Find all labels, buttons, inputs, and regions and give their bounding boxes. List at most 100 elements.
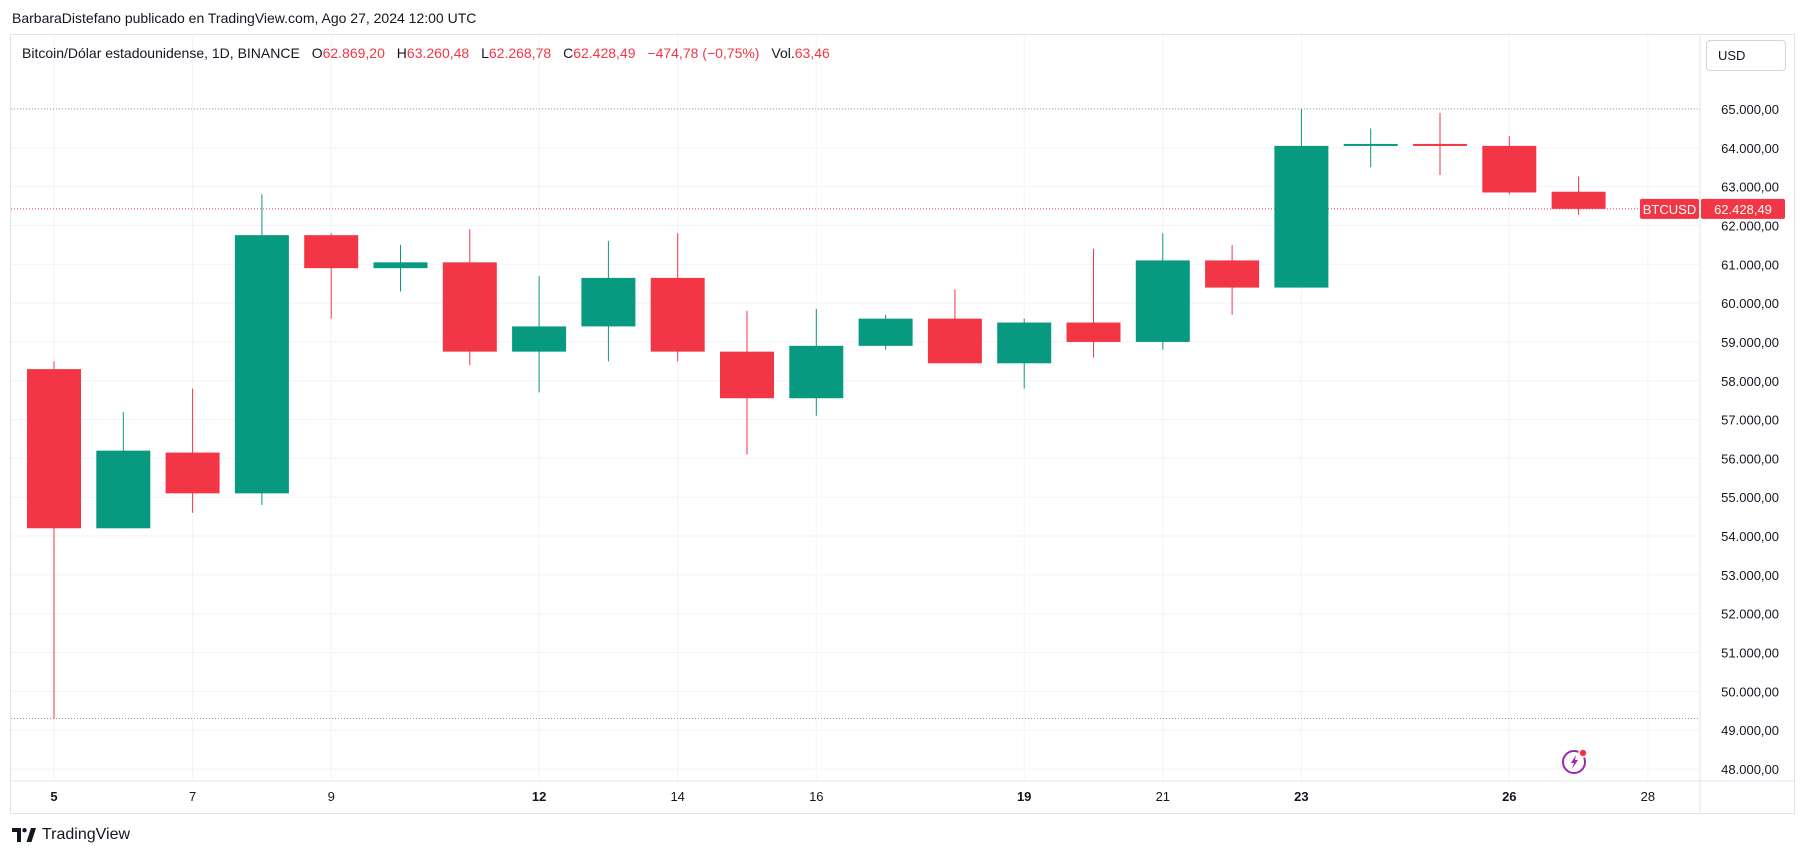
last-price-tag-bg xyxy=(1701,198,1785,219)
candle-body xyxy=(1274,145,1329,288)
publish-info: BarbaraDistefano publicado en TradingVie… xyxy=(12,10,477,26)
x-tick-label: 19 xyxy=(1017,789,1031,804)
price-axis: 65.000,00 64.000,00 63.000,00 62.000,00 61.0… xyxy=(1721,102,1779,777)
symbol-tag-text: BTCUSD xyxy=(1643,202,1696,217)
y-tick-label: 60.000,00 xyxy=(1721,296,1779,311)
y-tick-label: 61.000,00 xyxy=(1721,257,1779,272)
y-tick-label: 64.000,00 xyxy=(1721,141,1779,156)
y-tick-label: 53.000,00 xyxy=(1721,568,1779,583)
symbol-legend: Bitcoin/Dólar estadounidense, 1D, BINANC… xyxy=(22,45,830,61)
y-tick-label: 48.000,00 xyxy=(1721,762,1779,777)
candle xyxy=(373,244,428,292)
y-tick-label: 62.000,00 xyxy=(1721,218,1779,233)
x-tick-label: 21 xyxy=(1156,789,1170,804)
candle-body xyxy=(650,277,705,352)
y-tick-label: 56.000,00 xyxy=(1721,451,1779,466)
change-value: −474,78 (−0,75%) xyxy=(647,45,760,61)
candle xyxy=(1413,112,1467,175)
symbol-tag-bg xyxy=(1640,198,1699,219)
tradingview-logo-icon xyxy=(12,828,36,842)
y-tick-label: 63.000,00 xyxy=(1721,180,1779,195)
candle-body xyxy=(96,450,151,529)
open-value: 62.869,20 xyxy=(322,45,385,61)
y-tick-label: 51.000,00 xyxy=(1721,646,1779,661)
x-tick-label: 23 xyxy=(1294,789,1308,804)
candle xyxy=(1135,233,1190,350)
x-tick-label: 12 xyxy=(532,789,546,804)
candle xyxy=(927,289,982,364)
last-price-tags: BTCUSD 62.428,49 xyxy=(1640,198,1785,219)
candle xyxy=(1274,109,1329,288)
candle xyxy=(789,308,844,416)
chart-frame xyxy=(10,34,1795,814)
volume-label: Vol. xyxy=(771,45,795,61)
candle xyxy=(165,388,220,513)
y-tick-label: 55.000,00 xyxy=(1721,490,1779,505)
y-tick-label: 50.000,00 xyxy=(1721,684,1779,699)
candle-body xyxy=(1413,143,1467,146)
y-tick-label: 59.000,00 xyxy=(1721,335,1779,350)
candle xyxy=(858,314,913,350)
candle xyxy=(581,241,636,362)
y-tick-label: 65.000,00 xyxy=(1721,102,1779,117)
symbol-price-tag: BTCUSD xyxy=(1640,198,1699,219)
candle-body xyxy=(512,326,567,352)
candle-body xyxy=(165,452,220,494)
high-label: H xyxy=(396,45,407,61)
close-label: C xyxy=(563,45,574,61)
last-price-tag: 62.428,49 xyxy=(1701,198,1785,219)
candle-body xyxy=(1205,260,1260,288)
y-tick-label: 54.000,00 xyxy=(1721,529,1779,544)
x-tick-label: 14 xyxy=(670,789,684,804)
range-markers xyxy=(11,108,1700,720)
candle xyxy=(1343,128,1398,168)
x-tick-label: 9 xyxy=(328,789,335,804)
currency-selector[interactable]: USD xyxy=(1706,40,1786,71)
candle xyxy=(650,233,705,362)
open-label: O xyxy=(311,45,323,61)
candle-body xyxy=(1482,145,1537,193)
last-price-tag-text: 62.428,49 xyxy=(1714,202,1772,217)
candle-body xyxy=(927,318,982,364)
x-tick-label: 7 xyxy=(189,789,196,804)
x-tick-label: 16 xyxy=(809,789,823,804)
time-axis: 5 7 9 12 14 16 19 21 23 26 28 xyxy=(50,789,1655,804)
close-value: 62.428,49 xyxy=(573,45,636,61)
candles xyxy=(27,109,1606,719)
candle-body xyxy=(720,351,774,399)
y-tick-label: 52.000,00 xyxy=(1721,607,1779,622)
candle-body xyxy=(789,345,844,399)
candle xyxy=(512,275,567,393)
tradingview-logo[interactable]: TradingView xyxy=(12,826,130,844)
volume-value: 63,46 xyxy=(794,45,830,61)
x-tick-label: 5 xyxy=(50,789,57,804)
candle xyxy=(1482,136,1537,195)
grid-lines xyxy=(11,36,1794,812)
candle xyxy=(1205,244,1260,315)
candle xyxy=(1066,248,1121,358)
x-tick-label: 28 xyxy=(1641,789,1655,804)
symbol-name[interactable]: Bitcoin/Dólar estadounidense, 1D, BINANC… xyxy=(22,45,300,61)
candle-body xyxy=(581,277,636,327)
candle-body xyxy=(234,235,289,494)
candle xyxy=(234,194,289,505)
x-tick-label: 26 xyxy=(1502,789,1516,804)
candle xyxy=(304,233,359,319)
low-label: L xyxy=(481,45,489,61)
y-tick-label: 58.000,00 xyxy=(1721,374,1779,389)
candle-body xyxy=(1066,322,1121,342)
y-tick-label: 57.000,00 xyxy=(1721,413,1779,428)
candle xyxy=(27,361,81,719)
candle-body xyxy=(1551,191,1606,209)
candle-body xyxy=(1135,260,1190,342)
candle-body xyxy=(304,235,359,269)
lightning-alert-icon[interactable] xyxy=(1561,746,1591,776)
candle-body xyxy=(858,318,913,346)
candle xyxy=(720,310,774,455)
candle-body xyxy=(27,369,81,529)
y-tick-label: 49.000,00 xyxy=(1721,723,1779,738)
candle xyxy=(1551,176,1606,216)
high-value: 63.260,48 xyxy=(406,45,470,61)
low-value: 62.268,78 xyxy=(488,45,552,61)
